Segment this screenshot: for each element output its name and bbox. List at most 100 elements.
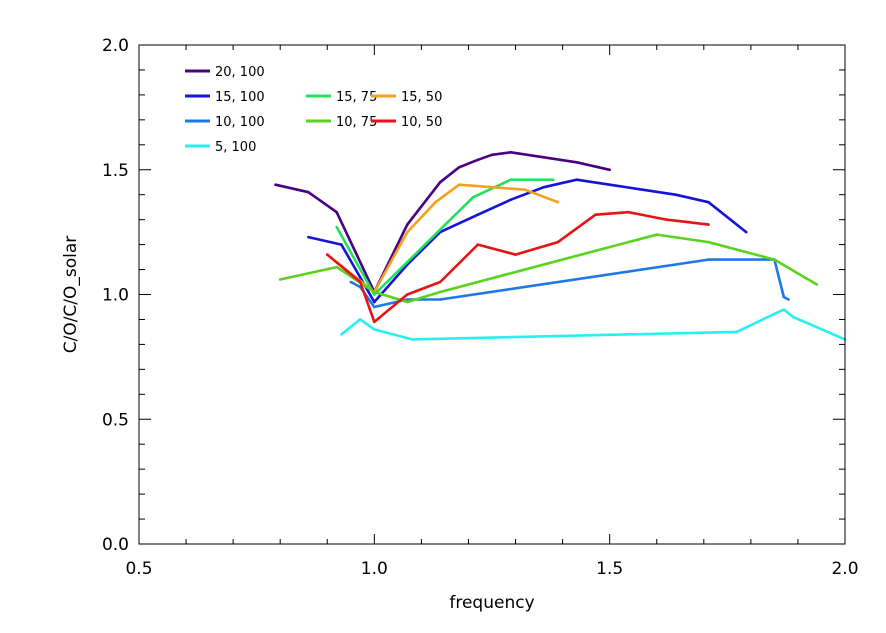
data-point-10-75 bbox=[438, 290, 442, 294]
data-point-10-50 bbox=[326, 253, 329, 256]
data-point-20-100 bbox=[335, 210, 339, 214]
data-point-15-50 bbox=[556, 200, 560, 204]
data-point-15-50 bbox=[490, 185, 494, 189]
data-point-5-100 bbox=[410, 338, 414, 341]
data-point-15-100 bbox=[340, 243, 343, 246]
data-point-10-50 bbox=[476, 243, 480, 246]
data-point-10-50 bbox=[627, 210, 630, 214]
data-point-10-100 bbox=[406, 298, 409, 301]
data-point-20-100 bbox=[438, 180, 442, 184]
data-point-10-50 bbox=[594, 213, 597, 216]
data-point-10-100 bbox=[787, 298, 790, 301]
data-point-20-100 bbox=[509, 151, 513, 154]
data-point-20-100 bbox=[457, 166, 461, 169]
data-point-15-75 bbox=[551, 178, 555, 181]
data-point-10-50 bbox=[664, 218, 668, 221]
data-point-15-50 bbox=[406, 230, 409, 234]
data-point-5-100 bbox=[782, 308, 786, 311]
y-tick-label: 1.0 bbox=[102, 286, 129, 306]
data-point-5-100 bbox=[791, 315, 795, 319]
data-point-15-50 bbox=[457, 183, 461, 186]
data-point-20-100 bbox=[575, 161, 578, 164]
y-tick-label: 0.5 bbox=[102, 410, 129, 430]
data-point-15-50 bbox=[434, 200, 437, 204]
data-point-15-100 bbox=[641, 188, 644, 191]
data-point-10-100 bbox=[707, 258, 710, 261]
data-point-10-50 bbox=[373, 320, 376, 324]
data-point-10-50 bbox=[707, 223, 710, 226]
data-point-15-75 bbox=[471, 195, 475, 199]
data-point-15-75 bbox=[509, 178, 513, 181]
data-point-15-100 bbox=[674, 193, 677, 196]
data-point-5-100 bbox=[358, 318, 362, 321]
series-line-5-100 bbox=[340, 308, 846, 341]
series-line-10-50 bbox=[326, 210, 709, 324]
series-line-15-50 bbox=[335, 183, 559, 294]
y-tick-label: 0.0 bbox=[102, 535, 129, 555]
data-point-15-75 bbox=[335, 225, 339, 229]
plot-frame bbox=[138, 44, 846, 545]
data-point-5-100 bbox=[735, 330, 738, 334]
legend-entry-label: 20, 100 bbox=[215, 65, 265, 80]
x-tick-label: 2.0 bbox=[831, 559, 858, 579]
data-point-15-100 bbox=[575, 178, 578, 181]
legend-entry-label: 10, 75 bbox=[336, 115, 377, 130]
data-point-20-100 bbox=[490, 153, 494, 157]
data-point-15-100 bbox=[509, 198, 513, 201]
data-point-20-100 bbox=[542, 156, 546, 159]
data-point-10-50 bbox=[406, 293, 409, 296]
data-point-15-75 bbox=[373, 293, 376, 296]
x-axis-label: frequency bbox=[449, 593, 534, 613]
legend-entry-label: 15, 50 bbox=[401, 90, 442, 105]
data-point-5-100 bbox=[340, 333, 343, 336]
data-point-10-100 bbox=[438, 298, 442, 301]
data-point-20-100 bbox=[476, 158, 480, 162]
data-point-10-75 bbox=[707, 240, 710, 244]
data-point-15-100 bbox=[373, 300, 376, 304]
data-point-10-50 bbox=[438, 280, 442, 284]
data-point-15-75 bbox=[406, 260, 409, 264]
data-point-15-100 bbox=[608, 183, 611, 186]
data-point-10-75 bbox=[373, 290, 376, 294]
data-point-10-75 bbox=[406, 300, 409, 304]
series-line-15-100 bbox=[308, 178, 748, 304]
data-point-10-75 bbox=[815, 283, 819, 286]
data-point-10-100 bbox=[782, 295, 786, 299]
data-point-20-100 bbox=[608, 168, 611, 172]
y-tick-label: 1.5 bbox=[102, 161, 129, 181]
x-tick-label: 1.0 bbox=[361, 559, 388, 579]
data-point-10-75 bbox=[335, 265, 339, 269]
data-point-10-50 bbox=[358, 280, 362, 284]
legend-entry-label: 15, 100 bbox=[215, 90, 265, 105]
legend-entry-label: 5, 100 bbox=[215, 140, 256, 155]
legend-entry-label: 15, 75 bbox=[336, 90, 377, 105]
y-tick-label: 2.0 bbox=[102, 36, 129, 56]
data-point-5-100 bbox=[373, 328, 376, 331]
legend: 20, 100 15, 100 15, 75 15, 50 10, 100 10, 75 1… bbox=[185, 65, 442, 155]
data-point-15-100 bbox=[707, 200, 710, 204]
data-point-15-75 bbox=[438, 228, 442, 231]
data-point-15-100 bbox=[744, 230, 748, 234]
x-tick-label: 0.5 bbox=[125, 559, 152, 579]
data-point-15-100 bbox=[476, 213, 480, 216]
data-point-10-75 bbox=[278, 278, 282, 281]
legend-entry-label: 10, 100 bbox=[215, 115, 265, 130]
data-point-10-50 bbox=[514, 253, 517, 256]
data-point-10-50 bbox=[556, 240, 560, 244]
data-point-10-100 bbox=[349, 280, 353, 284]
data-point-20-100 bbox=[406, 223, 409, 226]
data-point-10-75 bbox=[655, 233, 658, 236]
y-axis-label: C/O/C/O_solar bbox=[61, 236, 81, 354]
data-point-10-75 bbox=[773, 258, 776, 261]
data-point-15-50 bbox=[523, 188, 527, 191]
data-point-15-100 bbox=[542, 185, 546, 189]
data-point-15-100 bbox=[307, 235, 310, 239]
axis-ticks bbox=[138, 44, 846, 545]
series-layer bbox=[274, 151, 847, 341]
x-tick-label: 1.5 bbox=[596, 559, 623, 579]
legend-entry-label: 10, 50 bbox=[401, 115, 442, 130]
data-point-20-100 bbox=[307, 190, 310, 194]
data-point-20-100 bbox=[274, 183, 277, 186]
